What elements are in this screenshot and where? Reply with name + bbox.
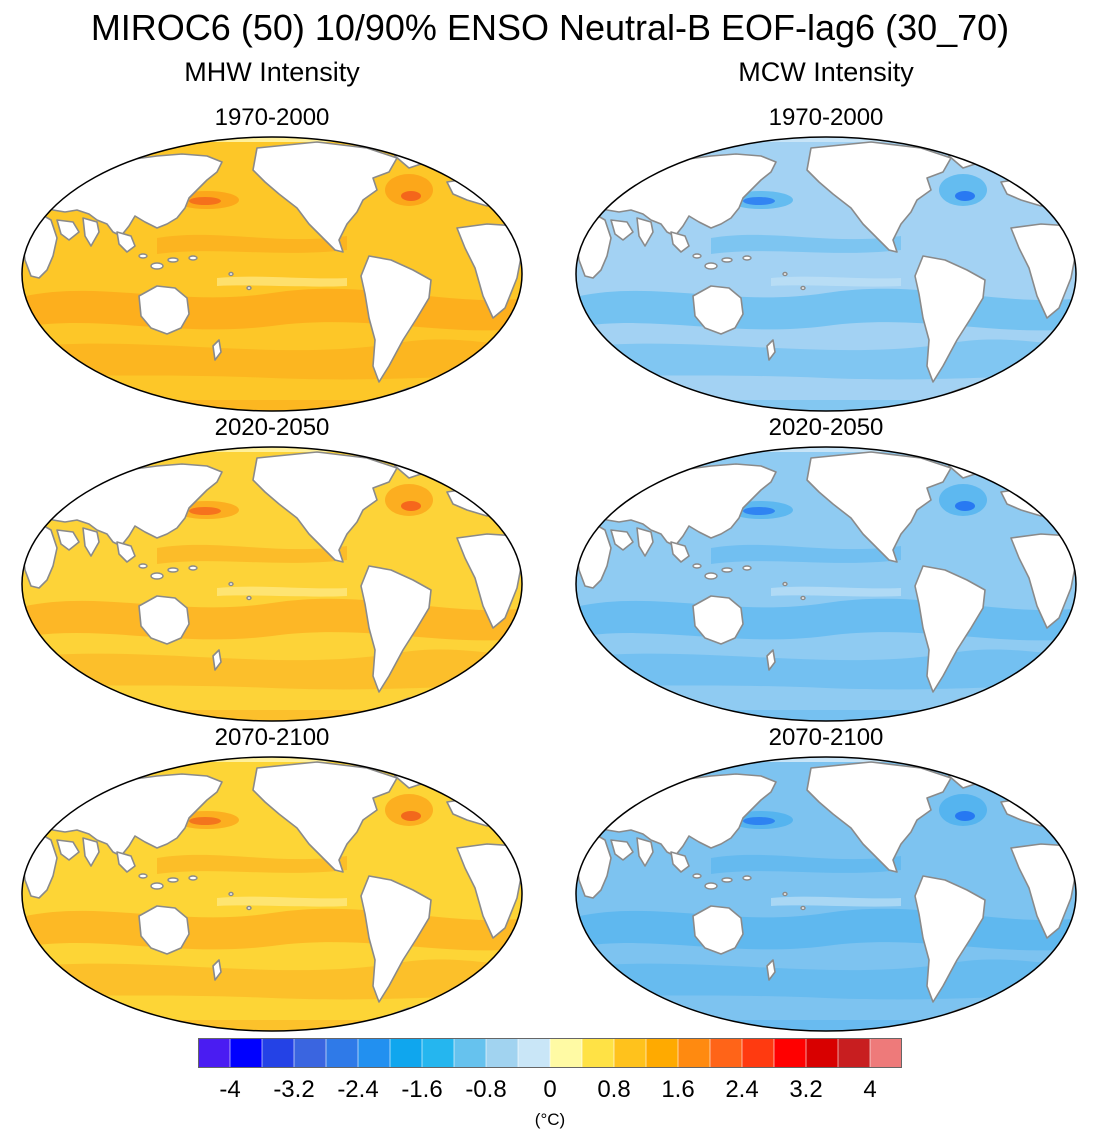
colorbar-swatch — [453, 1038, 487, 1068]
colorbar-tick-label: 3.2 — [789, 1076, 823, 1103]
india-landmass — [82, 217, 100, 247]
southamerica-landmass — [360, 255, 432, 383]
seasia-landmass — [116, 541, 136, 563]
arabia-landmass — [610, 219, 634, 241]
colorbar-swatch — [421, 1038, 455, 1068]
australia-landmass — [138, 595, 190, 645]
colorbar-tick-label: 1.6 — [661, 1076, 695, 1103]
colorbar-tick-label: -2.4 — [337, 1076, 379, 1103]
northamerica-landmass — [806, 451, 952, 563]
mcw-column-title: MCW Intensity — [738, 57, 914, 87]
colorbar-swatch — [389, 1038, 423, 1068]
northamerica-landmass — [806, 141, 952, 253]
newzealand-landmass — [766, 339, 776, 361]
map-frame — [21, 136, 523, 412]
colorbar-swatch — [709, 1038, 743, 1068]
arabia-landmass — [56, 529, 80, 551]
figure-title: MIROC6 (50) 10/90% ENSO Neutral-B EOF-la… — [90, 7, 1010, 48]
seasia-landmass — [116, 851, 136, 873]
mhw-map-2020-2050 — [21, 446, 523, 722]
arabia-landmass — [56, 219, 80, 241]
australia-landmass — [692, 595, 744, 645]
northamerica-landmass — [806, 761, 952, 873]
mcw-map-2020-2050 — [575, 446, 1077, 722]
newzealand-landmass — [766, 959, 776, 981]
colorbar-tick-label: 0.8 — [597, 1076, 631, 1103]
southamerica-landmass — [360, 875, 432, 1003]
australia-landmass — [138, 905, 190, 955]
colorbar-swatch — [293, 1038, 327, 1068]
colorbar-swatch — [805, 1038, 839, 1068]
colorbar-tick-label: -4 — [219, 1076, 241, 1103]
mhw-panel-title-3: 2070-2100 — [214, 724, 330, 751]
colorbar-swatch — [837, 1038, 871, 1068]
india-landmass — [82, 837, 100, 867]
southamerica-landmass — [914, 565, 986, 693]
mhw-panel-title-1: 1970-2000 — [214, 104, 330, 131]
colorbar-tick-label: 4 — [863, 1076, 877, 1103]
mcw-panel-title-1: 1970-2000 — [768, 104, 884, 131]
arabia-landmass — [610, 839, 634, 861]
colorbar-swatch — [645, 1038, 679, 1068]
northamerica-landmass — [252, 761, 398, 873]
colorbar-swatch — [229, 1038, 263, 1068]
colorbar-swatch — [485, 1038, 519, 1068]
newzealand-landmass — [212, 959, 222, 981]
mhw-map-2070-2100 — [21, 756, 523, 1032]
colorbar-tick-label: 2.4 — [725, 1076, 759, 1103]
colorbar-swatch — [677, 1038, 711, 1068]
seasia-landmass — [670, 541, 690, 563]
colorbar-tick-label: 0 — [543, 1076, 557, 1103]
arabia-landmass — [56, 839, 80, 861]
mcw-map-2070-2100 — [575, 756, 1077, 1032]
colorbar-swatch — [773, 1038, 807, 1068]
map-frame — [575, 756, 1077, 1032]
colorbar-swatch — [325, 1038, 359, 1068]
australia-landmass — [138, 285, 190, 335]
map-frame — [575, 136, 1077, 412]
arabia-landmass — [610, 529, 634, 551]
india-landmass — [82, 527, 100, 557]
southamerica-landmass — [360, 565, 432, 693]
colorbar-swatch — [613, 1038, 647, 1068]
colorbar — [198, 1038, 902, 1068]
colorbar-units: (°C) — [534, 1110, 566, 1129]
mhw-map-1970-2000 — [21, 136, 523, 412]
map-frame — [21, 756, 523, 1032]
seasia-landmass — [670, 851, 690, 873]
australia-landmass — [692, 905, 744, 955]
mcw-map-1970-2000 — [575, 136, 1077, 412]
colorbar-swatch — [581, 1038, 615, 1068]
map-frame — [575, 446, 1077, 722]
southamerica-landmass — [914, 875, 986, 1003]
colorbar-swatch — [517, 1038, 551, 1068]
colorbar-swatch — [261, 1038, 295, 1068]
southamerica-landmass — [914, 255, 986, 383]
northamerica-landmass — [252, 451, 398, 563]
colorbar-tick-label: -0.8 — [465, 1076, 507, 1103]
india-landmass — [636, 527, 654, 557]
newzealand-landmass — [212, 339, 222, 361]
colorbar-tick-label: -3.2 — [273, 1076, 315, 1103]
newzealand-landmass — [212, 649, 222, 671]
mhw-panel-title-2: 2020-2050 — [214, 414, 330, 441]
mcw-panel-title-3: 2070-2100 — [768, 724, 884, 751]
australia-landmass — [692, 285, 744, 335]
mcw-panel-title-2: 2020-2050 — [768, 414, 884, 441]
seasia-landmass — [670, 231, 690, 253]
colorbar-swatch — [357, 1038, 391, 1068]
mhw-column-title: MHW Intensity — [184, 57, 360, 87]
colorbar-tick-label: -1.6 — [401, 1076, 443, 1103]
map-frame — [21, 446, 523, 722]
newzealand-landmass — [766, 649, 776, 671]
colorbar-swatch — [869, 1038, 902, 1068]
india-landmass — [636, 217, 654, 247]
colorbar-swatch — [198, 1038, 231, 1068]
india-landmass — [636, 837, 654, 867]
colorbar-swatch — [549, 1038, 583, 1068]
seasia-landmass — [116, 231, 136, 253]
northamerica-landmass — [252, 141, 398, 253]
colorbar-swatch — [741, 1038, 775, 1068]
